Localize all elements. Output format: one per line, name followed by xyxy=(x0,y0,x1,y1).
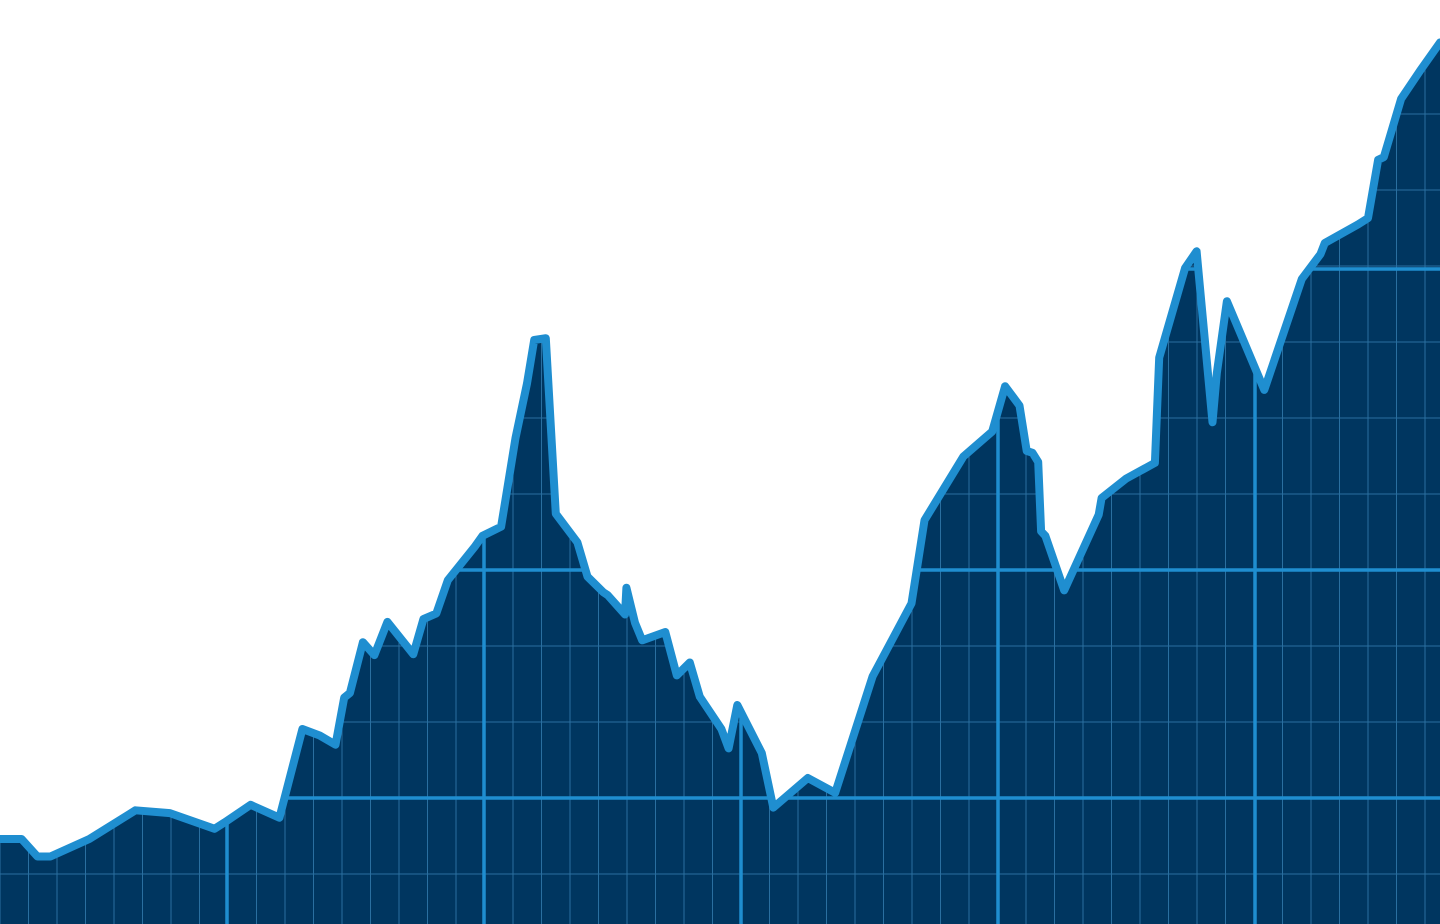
series-line xyxy=(0,38,1440,861)
area-fill xyxy=(0,42,1440,924)
